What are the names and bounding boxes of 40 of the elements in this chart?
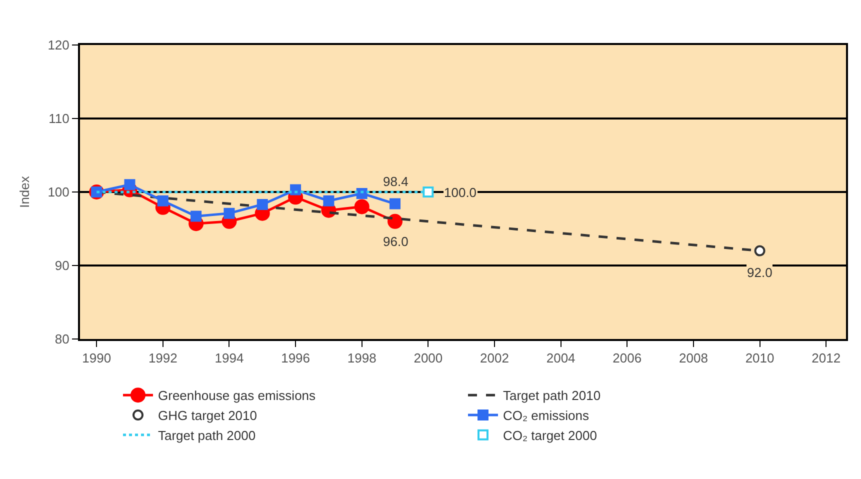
y-tick-label: 100 (48, 184, 70, 200)
y-axis-title: Index (17, 176, 32, 208)
x-tick-label: 2012 (812, 350, 841, 366)
point (422, 186, 434, 198)
point (190, 210, 202, 222)
x-tick-label: 1998 (347, 350, 376, 366)
data-label: 100.0 (444, 185, 477, 200)
data-label: 96.0 (383, 234, 408, 249)
legend-label: Target path 2010 (503, 388, 601, 404)
legend-label: CO₂ emissions (503, 408, 590, 424)
x-tick-label: 1992 (148, 350, 178, 366)
point (354, 199, 370, 214)
point (754, 245, 766, 256)
point (256, 199, 268, 210)
point (388, 214, 403, 229)
x-tick-label: 1994 (214, 350, 244, 366)
x-tick-label: 1996 (281, 350, 310, 366)
point (390, 198, 401, 210)
x-tick-label: 1990 (82, 350, 112, 366)
x-tick-label: 2000 (414, 350, 443, 366)
y-tick-label: 120 (48, 38, 70, 53)
x-tick-label: 2010 (745, 350, 774, 366)
point (323, 195, 334, 206)
y-tick-label: 80 (54, 332, 70, 347)
legend-label: Greenhouse gas emissions (158, 388, 316, 404)
legend-label: Target path 2000 (158, 428, 256, 443)
x-tick-label: 2002 (480, 350, 509, 366)
data-label: 92.0 (747, 265, 772, 280)
point (124, 179, 136, 190)
y-tick-label: 110 (48, 111, 70, 126)
y-tick-label: 90 (54, 258, 70, 274)
legend-label: CO₂ target 2000 (503, 428, 597, 443)
data-label: 98.4 (383, 174, 408, 189)
point (224, 208, 235, 219)
legend-label: GHG target 2010 (158, 408, 257, 424)
x-tick-label: 2004 (546, 350, 576, 366)
point (356, 188, 368, 199)
x-tick-label: 2008 (679, 350, 708, 366)
x-tick-label: 2006 (612, 350, 642, 366)
point (157, 195, 168, 206)
